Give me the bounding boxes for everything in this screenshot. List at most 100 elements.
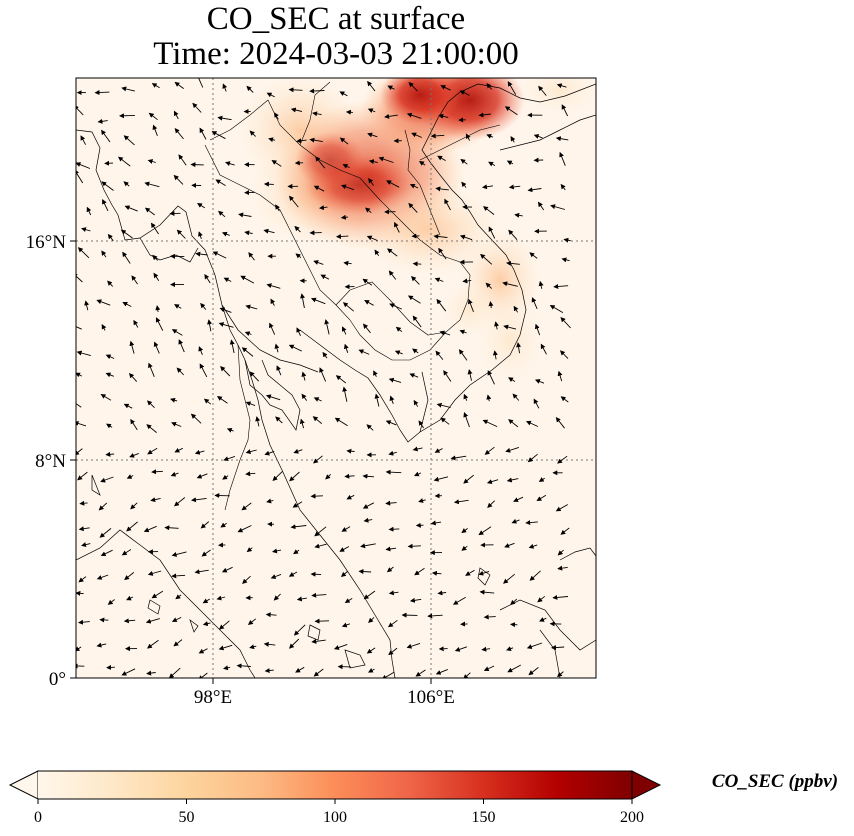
wind-arrow [553, 283, 569, 289]
wind-arrow [537, 595, 546, 603]
wind-arrow [288, 638, 300, 649]
wind-arrow [443, 370, 452, 382]
wind-arrow [96, 642, 107, 648]
wind-arrow [101, 250, 107, 258]
wind-arrow [218, 210, 226, 218]
wind-arrow [202, 598, 211, 604]
wind-arrow [561, 257, 570, 263]
wind-arrow [216, 595, 226, 601]
wind-arrow [478, 112, 491, 118]
wind-arrow [273, 593, 281, 601]
wind-arrow [557, 565, 568, 571]
wind-arrow [527, 187, 542, 193]
wind-arrow [271, 159, 282, 167]
wind-arrow [121, 668, 136, 676]
wind-arrow [483, 614, 496, 620]
wind-arrow [549, 305, 564, 313]
wind-arrow [173, 639, 183, 647]
wind-arrow [436, 298, 447, 312]
wind-arrow [467, 369, 473, 381]
wind-arrow [151, 469, 163, 475]
wind-arrow [255, 416, 261, 427]
wind-arrow [409, 597, 422, 603]
wind-arrow [196, 78, 204, 88]
wind-arrow [387, 619, 398, 628]
wind-arrow [529, 570, 541, 581]
wind-arrow [301, 393, 308, 401]
wind-arrow [263, 228, 275, 234]
wind-arrow [295, 666, 305, 673]
wind-arrow [146, 400, 155, 409]
wind-arrow [225, 161, 235, 166]
wind-arrow [461, 528, 468, 534]
wind-arrow [212, 251, 227, 259]
wind-arrow [529, 252, 538, 259]
wind-arrow [343, 260, 352, 266]
wind-arrow [147, 447, 158, 455]
wind-arrow [170, 471, 179, 477]
wind-arrow [105, 372, 114, 378]
wind-arrow [488, 226, 496, 239]
wind-arrow [107, 233, 114, 242]
wind-arrow [388, 450, 397, 456]
wind-arrow [508, 229, 518, 240]
wind-arrow [346, 448, 355, 454]
wind-arrow [513, 496, 524, 502]
wind-arrow [492, 350, 498, 360]
wind-arrow [384, 113, 398, 119]
wind-arrow [418, 420, 424, 429]
wind-arrow [171, 616, 182, 622]
wind-arrow [293, 624, 306, 636]
wind-arrow [194, 449, 205, 455]
wind-arrow [200, 302, 207, 310]
wind-arrow [202, 621, 211, 627]
wind-arrow [147, 159, 156, 164]
wind-arrow [133, 319, 139, 328]
wind-arrow [386, 566, 394, 573]
wind-arrow [387, 248, 398, 257]
wind-arrow [525, 520, 538, 526]
wind-arrow [148, 112, 158, 121]
wind-arrow [107, 599, 115, 605]
wind-arrow [194, 569, 209, 575]
wind-arrow [435, 350, 444, 360]
wind-arrow [245, 471, 256, 477]
wind-arrow [506, 646, 514, 651]
wind-arrow [341, 326, 347, 335]
wind-arrow [364, 300, 374, 306]
wind-arrow [102, 199, 109, 212]
wind-arrow [560, 396, 569, 403]
wind-arrow [508, 184, 521, 190]
wind-arrow [100, 393, 112, 401]
wind-arrow [418, 498, 426, 503]
wind-arrow [363, 517, 373, 523]
wind-arrow [174, 304, 182, 309]
wind-arrow [288, 195, 299, 208]
wind-arrow [265, 394, 281, 401]
wind-arrow [143, 525, 157, 533]
wind-arrow [506, 260, 520, 266]
wind-arrow [245, 304, 258, 310]
wind-arrow [385, 500, 397, 506]
wind-arrow [76, 162, 91, 169]
wind-arrow [301, 371, 307, 381]
wind-arrow [268, 137, 276, 143]
wind-arrow [557, 549, 564, 556]
wind-arrow [385, 546, 397, 552]
wind-arrow [334, 417, 348, 427]
wind-arrow [81, 227, 91, 233]
wind-arrow [84, 300, 90, 311]
wind-arrow [269, 322, 276, 335]
wind-arrow [341, 526, 351, 532]
wind-arrow [440, 85, 451, 91]
wind-arrow [81, 542, 91, 547]
wind-arrow [406, 642, 421, 649]
wind-arrow [439, 330, 451, 336]
wind-arrow [555, 417, 565, 429]
wind-arrow [76, 372, 83, 378]
wind-arrow [175, 594, 182, 600]
wind-arrow [560, 316, 571, 329]
wind-arrow [463, 474, 474, 484]
wind-arrow [460, 158, 468, 165]
wind-arrow [483, 206, 495, 215]
